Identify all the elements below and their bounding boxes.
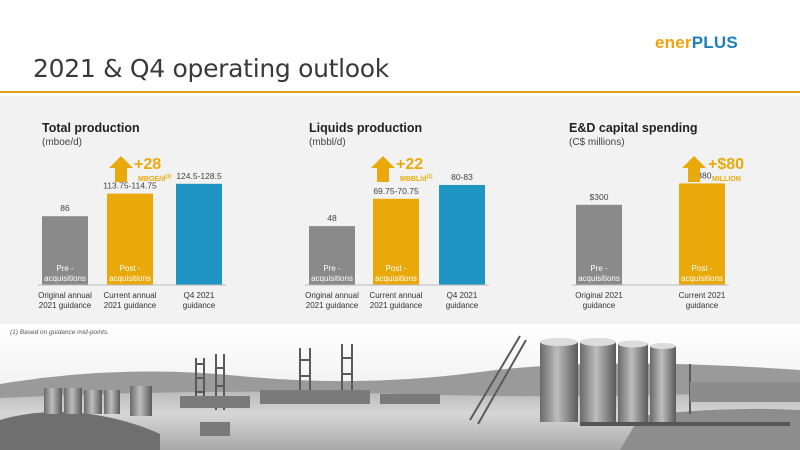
bar: [439, 184, 485, 285]
up-arrow-icon: [371, 156, 395, 182]
total-production-chart: Total production (mboe/d) 86 Pre - acquisi…: [38, 96, 302, 326]
bar-inner-label: acquisitions: [681, 274, 723, 283]
callout-unit: MBOE/d(1): [138, 174, 172, 183]
bar-value-label: 113.75-114.75: [103, 181, 157, 191]
chart-subtitle: (mboe/d): [42, 137, 83, 148]
bar-inner-label: Pre -: [56, 264, 74, 273]
logo-text-plus: PLUS: [691, 33, 738, 52]
callout-unit: MBBL/d(1): [400, 174, 433, 183]
bar-inner-label: acquisitions: [109, 274, 151, 283]
footnote: (1) Based on guidance mid-points.: [10, 329, 110, 336]
category-label: 2021 guidance: [370, 301, 423, 310]
category-label: Original annual: [38, 291, 92, 300]
chart-title: Total production: [42, 121, 140, 135]
callout-value: +$80: [708, 156, 744, 173]
callout-value: +22: [396, 156, 423, 173]
category-label: guidance: [183, 301, 216, 310]
bar: [309, 226, 355, 285]
category-label: 2021 guidance: [306, 301, 359, 310]
bar-inner-label: acquisitions: [578, 274, 620, 283]
callout-value: +28: [134, 156, 161, 173]
bar: [176, 183, 222, 285]
capital-spending-chart: E&D capital spending (C$ millions) $300 P…: [569, 96, 800, 326]
callout-superscript: (1): [426, 174, 432, 180]
category-label: guidance: [446, 301, 479, 310]
category-label: Q4 2021: [447, 291, 478, 300]
chart-subtitle: (mbbl/d): [309, 137, 346, 148]
category-label: guidance: [686, 301, 719, 310]
category-label: Current annual: [370, 291, 423, 300]
bar-inner-label: Post -: [120, 264, 141, 273]
category-label: 2021 guidance: [39, 301, 92, 310]
category-label: Original annual: [305, 291, 359, 300]
bar-inner-label: acquisitions: [311, 274, 353, 283]
enerplus-logo: enerPLUS: [655, 33, 738, 53]
category-label: guidance: [583, 301, 616, 310]
bar-value-label: $380: [693, 170, 712, 180]
logo-text-ener: ener: [655, 33, 692, 52]
chart-title: E&D capital spending: [569, 121, 698, 135]
bar-value-label: $300: [590, 192, 609, 202]
category-label: Q4 2021: [184, 291, 215, 300]
liquids-production-chart: Liquids production (mbbl/d) 48 Pre - acqui…: [305, 96, 569, 326]
category-label: Current annual: [104, 291, 157, 300]
category-label: Original 2021: [575, 291, 623, 300]
callout-superscript: (1): [165, 174, 171, 180]
bar: [576, 204, 622, 285]
bar-inner-label: Pre -: [323, 264, 341, 273]
bar-inner-label: Pre -: [590, 264, 608, 273]
bar-value-label: 80-83: [451, 172, 473, 182]
bar-inner-label: Post -: [692, 264, 713, 273]
bar-value-label: 86: [60, 203, 70, 213]
chart-title: Liquids production: [309, 121, 423, 135]
bar: [42, 216, 88, 285]
title-divider: [0, 91, 800, 93]
chart-subtitle: (C$ millions): [569, 137, 625, 148]
slide-title: 2021 & Q4 operating outlook: [33, 54, 389, 83]
bar: [679, 183, 725, 285]
bar-value-label: 48: [327, 213, 337, 223]
bar-inner-label: acquisitions: [375, 274, 417, 283]
bar-value-label: 69.75-70.75: [373, 186, 419, 196]
up-arrow-icon: [682, 156, 706, 182]
bar: [373, 198, 419, 285]
up-arrow-icon: [109, 156, 133, 182]
bar-inner-label: acquisitions: [44, 274, 86, 283]
category-label: Current 2021: [679, 291, 726, 300]
oilfield-photo: [0, 324, 800, 450]
bar: [107, 193, 153, 285]
category-label: 2021 guidance: [104, 301, 157, 310]
bar-value-label: 124.5-128.5: [176, 171, 222, 181]
bar-inner-label: Post -: [386, 264, 407, 273]
callout-unit: MILLION: [712, 176, 741, 183]
